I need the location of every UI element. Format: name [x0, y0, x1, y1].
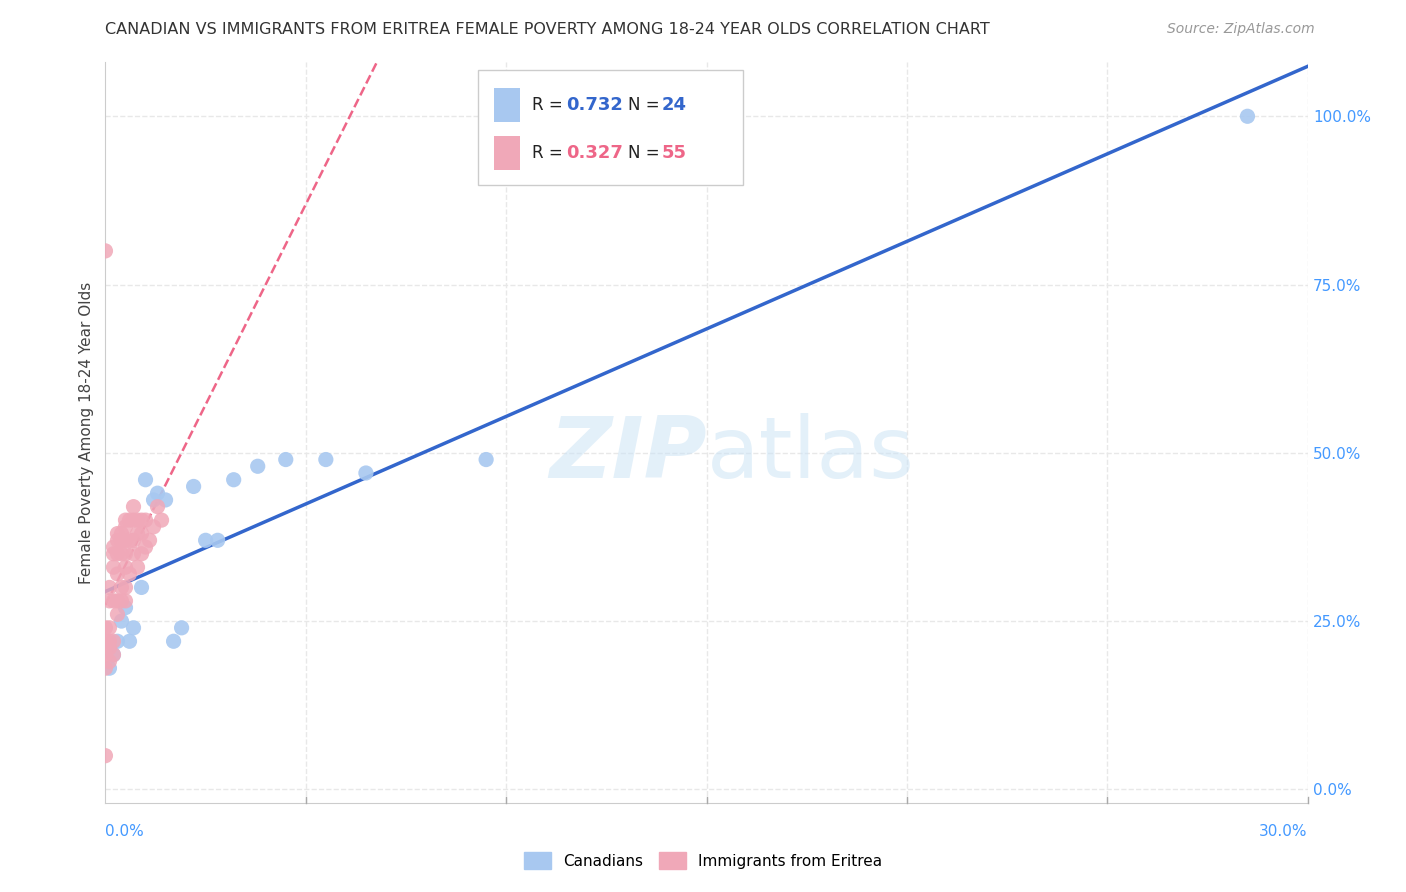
Point: [194, 533, 217, 548]
Point: [222, 473, 245, 487]
Point: [118, 634, 141, 648]
Text: ZIP: ZIP: [548, 413, 707, 496]
Point: [114, 533, 136, 548]
Point: [127, 513, 149, 527]
Point: [138, 533, 160, 548]
Point: [94, 634, 117, 648]
Point: [475, 452, 498, 467]
Point: [94, 661, 117, 675]
Point: [110, 533, 132, 548]
Point: [114, 600, 136, 615]
Point: [246, 459, 269, 474]
Point: [315, 452, 337, 467]
Point: [94, 748, 117, 763]
Point: [110, 547, 132, 561]
Point: [107, 547, 129, 561]
Point: [110, 614, 132, 628]
Point: [118, 513, 141, 527]
FancyBboxPatch shape: [478, 70, 742, 185]
Text: 55: 55: [662, 145, 688, 162]
Point: [114, 520, 136, 534]
Point: [146, 486, 169, 500]
Point: [110, 526, 132, 541]
Point: [107, 607, 129, 622]
Text: 30.0%: 30.0%: [1260, 824, 1308, 838]
Point: [131, 526, 153, 541]
Point: [103, 540, 125, 554]
Text: 0.327: 0.327: [565, 145, 623, 162]
Point: [114, 581, 136, 595]
Point: [150, 513, 173, 527]
Point: [103, 648, 125, 662]
Point: [98, 661, 121, 675]
Point: [127, 560, 149, 574]
Point: [94, 648, 117, 662]
Point: [107, 566, 129, 581]
Point: [122, 533, 145, 548]
Y-axis label: Female Poverty Among 18-24 Year Olds: Female Poverty Among 18-24 Year Olds: [79, 282, 94, 583]
Point: [103, 560, 125, 574]
Point: [131, 513, 153, 527]
Point: [1236, 109, 1258, 123]
Point: [103, 648, 125, 662]
Point: [98, 594, 121, 608]
Point: [183, 479, 205, 493]
Point: [354, 466, 377, 480]
Text: R =: R =: [533, 145, 568, 162]
Point: [122, 547, 145, 561]
Point: [131, 581, 153, 595]
Point: [110, 581, 132, 595]
Text: R =: R =: [533, 96, 568, 114]
Point: [94, 244, 117, 258]
Text: Source: ZipAtlas.com: Source: ZipAtlas.com: [1167, 22, 1315, 37]
Point: [118, 533, 141, 548]
Point: [98, 581, 121, 595]
Point: [207, 533, 229, 548]
Point: [107, 526, 129, 541]
Point: [135, 540, 157, 554]
Point: [107, 594, 129, 608]
Legend: Canadians, Immigrants from Eritrea: Canadians, Immigrants from Eritrea: [517, 846, 889, 875]
Point: [162, 634, 184, 648]
Point: [146, 500, 169, 514]
Point: [127, 526, 149, 541]
Text: 0.732: 0.732: [565, 96, 623, 114]
Point: [98, 640, 121, 655]
Bar: [494, 136, 520, 169]
Text: atlas: atlas: [707, 413, 914, 496]
Text: 0.0%: 0.0%: [105, 824, 145, 838]
Point: [103, 547, 125, 561]
Point: [94, 621, 117, 635]
Point: [114, 594, 136, 608]
Point: [142, 520, 165, 534]
Bar: [494, 88, 520, 121]
Point: [142, 492, 165, 507]
Point: [274, 452, 297, 467]
Point: [122, 513, 145, 527]
Point: [114, 560, 136, 574]
Point: [103, 594, 125, 608]
Point: [98, 655, 121, 669]
Point: [155, 492, 177, 507]
Text: N =: N =: [628, 96, 665, 114]
Point: [98, 634, 121, 648]
Text: CANADIAN VS IMMIGRANTS FROM ERITREA FEMALE POVERTY AMONG 18-24 YEAR OLDS CORRELA: CANADIAN VS IMMIGRANTS FROM ERITREA FEMA…: [105, 22, 990, 37]
Point: [98, 621, 121, 635]
Point: [170, 621, 193, 635]
Point: [107, 533, 129, 548]
Point: [135, 473, 157, 487]
Text: 24: 24: [662, 96, 688, 114]
Point: [131, 547, 153, 561]
Point: [122, 621, 145, 635]
Point: [103, 634, 125, 648]
Point: [107, 634, 129, 648]
Point: [135, 513, 157, 527]
Text: N =: N =: [628, 145, 665, 162]
Point: [114, 547, 136, 561]
Point: [118, 566, 141, 581]
Point: [110, 594, 132, 608]
Point: [122, 500, 145, 514]
Point: [114, 513, 136, 527]
